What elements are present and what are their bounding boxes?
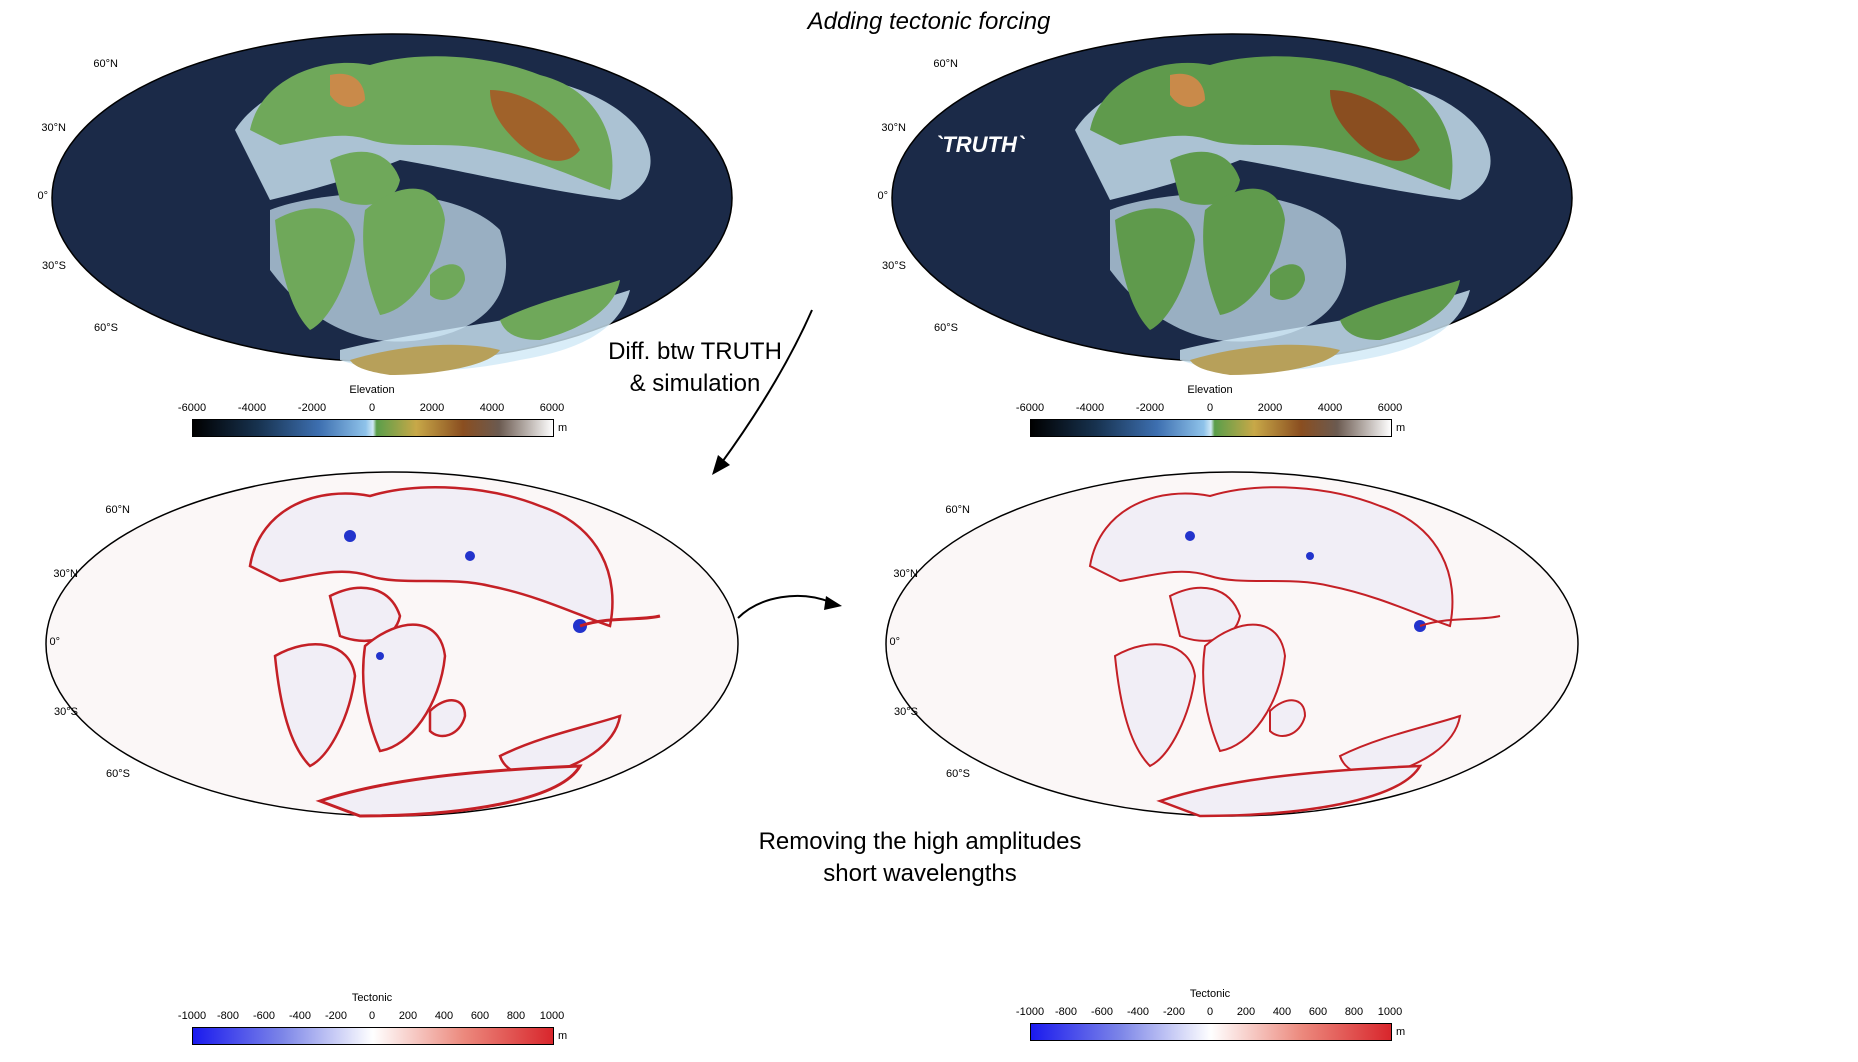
filter-arrow <box>737 594 842 619</box>
elevation-colorbar-left: Elevation -6000 -4000 -2000 0 2000 4000 … <box>178 384 600 444</box>
diff-arrow <box>712 309 813 475</box>
tick-label: 4000 <box>479 402 505 414</box>
tick-label: 200 <box>1236 1006 1256 1018</box>
tick-label: -2000 <box>297 402 327 414</box>
lat-label-30s: 30°S <box>54 706 78 718</box>
lat-label-0: 0° <box>889 636 900 648</box>
colorbar-unit: m <box>558 422 568 434</box>
tectonic-gradient <box>1030 1023 1392 1041</box>
tick-label: -6000 <box>1015 402 1045 414</box>
colorbar-title: Elevation <box>1187 384 1233 396</box>
tick-label: 4000 <box>1317 402 1343 414</box>
lat-label-30s: 30°S <box>882 260 906 272</box>
lat-label-60n: 60°N <box>933 58 958 70</box>
lat-label-30s: 30°S <box>42 260 66 272</box>
lat-label-60n: 60°N <box>105 504 130 516</box>
colorbar-title: Tectonic <box>1189 988 1231 1000</box>
tick-label: -800 <box>1054 1006 1078 1018</box>
tectonic-gradient <box>192 1027 554 1045</box>
tick-label: 600 <box>470 1010 490 1022</box>
elevation-gradient <box>1030 419 1392 437</box>
tectonic-diff-map-full-plot <box>45 471 739 818</box>
lat-label-60s: 60°S <box>946 768 970 780</box>
diff-note-line2: & simulation <box>629 370 761 397</box>
lat-label-60n: 60°N <box>945 504 970 516</box>
colorbar-title: Elevation <box>349 384 395 396</box>
lat-label-60s: 60°S <box>94 322 118 334</box>
tick-label: 0 <box>368 1010 376 1022</box>
colorbar-title: Tectonic <box>351 992 393 1004</box>
lat-label-30n: 30°N <box>881 122 906 134</box>
lat-label-60s: 60°S <box>106 768 130 780</box>
lat-label-60s: 60°S <box>934 322 958 334</box>
tick-label: 0 <box>1206 1006 1214 1018</box>
tick-label: -600 <box>252 1010 276 1022</box>
lat-label-0: 0° <box>877 190 888 202</box>
tick-label: 800 <box>506 1010 526 1022</box>
elevation-gradient <box>192 419 554 437</box>
tick-label: 2000 <box>419 402 445 414</box>
lat-label-30n: 30°N <box>893 568 918 580</box>
tick-label: -1000 <box>177 1010 207 1022</box>
figure-heading: Adding tectonic forcing <box>807 8 1051 35</box>
tick-label: 2000 <box>1257 402 1283 414</box>
lat-label-30n: 30°N <box>53 568 78 580</box>
tick-label: 600 <box>1308 1006 1328 1018</box>
lat-label-60n: 60°N <box>93 58 118 70</box>
tick-label: 0 <box>1206 402 1214 414</box>
tick-label: 800 <box>1344 1006 1364 1018</box>
elevation-map-truth: 60°N 30°N 0° 30°S 60°S `TRUTH` <box>860 30 1580 380</box>
elevation-map-truth-plot <box>891 33 1573 375</box>
lat-label-30s: 30°S <box>894 706 918 718</box>
colorbar-unit: m <box>1396 1026 1406 1038</box>
tectonic-colorbar-left: Tectonic -1000 -800 -600 -400 -200 0 200… <box>178 992 600 1052</box>
colorbar-unit: m <box>558 1030 568 1042</box>
tick-label: 1000 <box>539 1010 565 1022</box>
tectonic-diff-map-filtered-plot <box>885 471 1579 818</box>
tick-label: 200 <box>398 1010 418 1022</box>
removal-note-line2: short wavelengths <box>823 860 1017 887</box>
tick-label: -4000 <box>1075 402 1105 414</box>
elevation-map-simulation-plot <box>51 33 733 375</box>
tick-label: 0 <box>368 402 376 414</box>
removal-note-line1: Removing the high amplitudes <box>758 828 1082 855</box>
colorbar-unit: m <box>1396 422 1406 434</box>
tick-label: -400 <box>288 1010 312 1022</box>
tick-label: 6000 <box>539 402 565 414</box>
tick-label: -1000 <box>1015 1006 1045 1018</box>
diff-note: Diff. btw TRUTH & simulation <box>600 336 790 400</box>
tick-label: 6000 <box>1377 402 1403 414</box>
tick-label: -2000 <box>1135 402 1165 414</box>
tick-label: -200 <box>1162 1006 1186 1018</box>
tick-label: -200 <box>324 1010 348 1022</box>
tick-label: -800 <box>216 1010 240 1022</box>
tectonic-diff-map-filtered: 60°N 30°N 0° 30°S 60°S <box>860 466 1580 826</box>
diff-note-line1: Diff. btw TRUTH <box>608 338 782 365</box>
tick-label: -6000 <box>177 402 207 414</box>
tick-label: -400 <box>1126 1006 1150 1018</box>
tick-label: 400 <box>434 1010 454 1022</box>
tectonic-colorbar-right: Tectonic -1000 -800 -600 -400 -200 0 200… <box>1016 988 1438 1048</box>
lat-label-30n: 30°N <box>41 122 66 134</box>
removal-note: Removing the high amplitudes short wavel… <box>720 826 1120 890</box>
tectonic-diff-map-full: 60°N 30°N 0° 30°S 60°S <box>20 466 740 826</box>
elevation-colorbar-right: Elevation -6000 -4000 -2000 0 2000 4000 … <box>1016 384 1438 444</box>
lat-label-0: 0° <box>49 636 60 648</box>
tick-label: 400 <box>1272 1006 1292 1018</box>
tick-label: -600 <box>1090 1006 1114 1018</box>
truth-label: `TRUTH` <box>935 132 1025 157</box>
lat-label-0: 0° <box>37 190 48 202</box>
elevation-map-simulation: 60°N 30°N 0° 30°S 60°S <box>20 30 740 380</box>
tick-label: 1000 <box>1377 1006 1403 1018</box>
tick-label: -4000 <box>237 402 267 414</box>
